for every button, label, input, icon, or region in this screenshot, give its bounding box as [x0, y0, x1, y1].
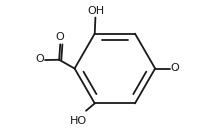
Text: O: O: [36, 54, 44, 64]
Text: OH: OH: [88, 5, 105, 15]
Text: HO: HO: [70, 116, 87, 126]
Text: O: O: [56, 32, 65, 42]
Text: O: O: [171, 63, 179, 73]
